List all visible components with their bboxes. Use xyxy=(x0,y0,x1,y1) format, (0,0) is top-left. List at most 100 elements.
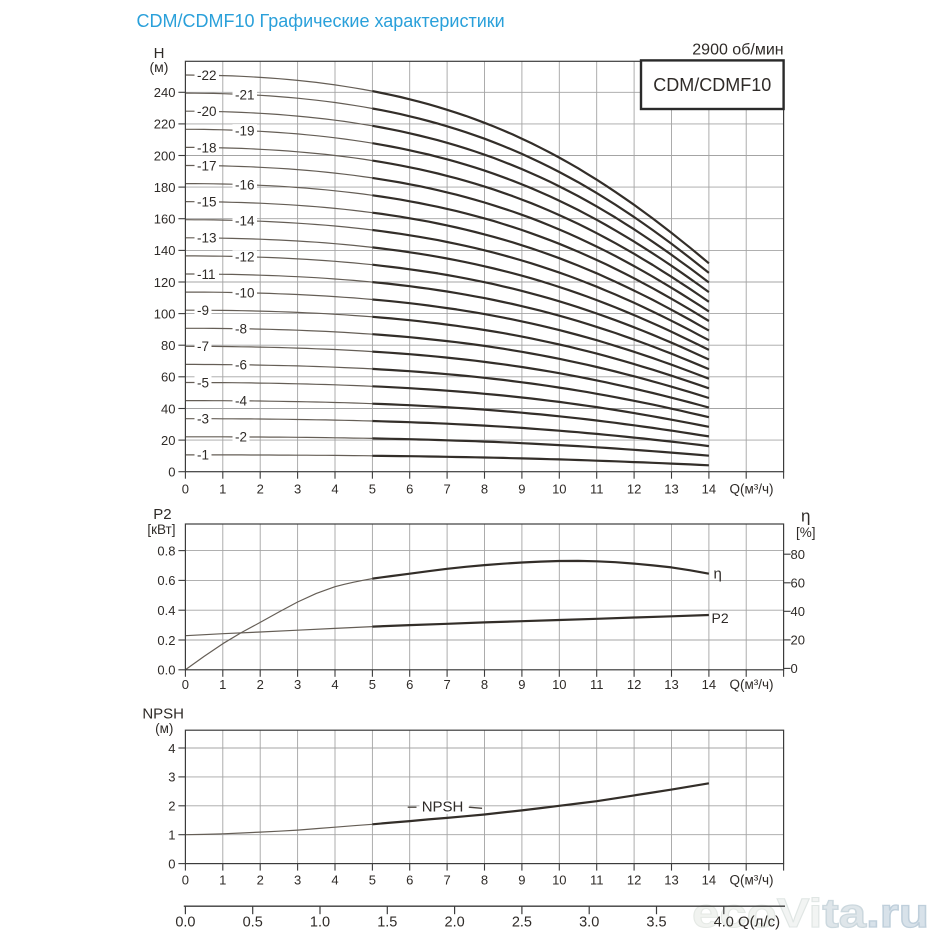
svg-text:(м): (м) xyxy=(150,59,169,75)
svg-text:[%]: [%] xyxy=(796,525,816,540)
svg-text:CDM/CDMF10 Графические характе: CDM/CDMF10 Графические характеристики xyxy=(137,11,505,31)
svg-text:9: 9 xyxy=(518,481,525,496)
svg-text:6: 6 xyxy=(406,873,413,888)
svg-text:2: 2 xyxy=(257,481,264,496)
svg-text:4.0: 4.0 xyxy=(714,915,734,931)
svg-text:-14: -14 xyxy=(235,214,255,229)
svg-text:5: 5 xyxy=(369,873,376,888)
svg-text:3: 3 xyxy=(168,770,175,785)
svg-text:12: 12 xyxy=(627,481,641,496)
svg-text:0.6: 0.6 xyxy=(157,573,175,588)
svg-text:-21: -21 xyxy=(235,87,255,102)
svg-text:-13: -13 xyxy=(197,231,217,246)
svg-text:0: 0 xyxy=(182,481,189,496)
svg-text:200: 200 xyxy=(154,148,176,163)
svg-text:12: 12 xyxy=(627,677,641,692)
svg-text:13: 13 xyxy=(664,873,678,888)
svg-text:1.0: 1.0 xyxy=(310,915,330,931)
svg-text:10: 10 xyxy=(552,481,566,496)
svg-text:14: 14 xyxy=(702,873,716,888)
svg-text:-11: -11 xyxy=(197,267,216,282)
svg-text:-4: -4 xyxy=(235,394,247,409)
svg-text:1.5: 1.5 xyxy=(377,915,397,931)
svg-text:-18: -18 xyxy=(197,140,217,155)
svg-text:7: 7 xyxy=(443,873,450,888)
svg-text:0: 0 xyxy=(168,856,175,871)
svg-text:-3: -3 xyxy=(197,412,209,427)
svg-text:-15: -15 xyxy=(197,195,217,210)
svg-text:8: 8 xyxy=(481,873,488,888)
svg-text:8: 8 xyxy=(481,677,488,692)
svg-text:Q(м³/ч): Q(м³/ч) xyxy=(730,873,774,888)
svg-text:160: 160 xyxy=(154,212,176,227)
svg-text:-9: -9 xyxy=(197,303,209,318)
svg-text:(м): (м) xyxy=(155,721,173,736)
svg-text:12: 12 xyxy=(627,873,641,888)
svg-text:CDM/CDMF10: CDM/CDMF10 xyxy=(653,75,771,95)
svg-text:60: 60 xyxy=(791,576,805,591)
svg-text:11: 11 xyxy=(590,481,604,496)
svg-text:-7: -7 xyxy=(197,339,209,354)
svg-text:2: 2 xyxy=(257,873,264,888)
svg-text:Q(м³/ч): Q(м³/ч) xyxy=(730,481,774,496)
svg-text:13: 13 xyxy=(664,677,678,692)
svg-text:-10: -10 xyxy=(235,286,255,301)
svg-text:80: 80 xyxy=(791,547,805,562)
svg-text:0.5: 0.5 xyxy=(243,915,263,931)
svg-text:0: 0 xyxy=(791,661,798,676)
svg-text:9: 9 xyxy=(518,677,525,692)
svg-text:140: 140 xyxy=(154,243,176,258)
svg-text:-20: -20 xyxy=(197,104,217,119)
svg-text:4: 4 xyxy=(331,481,338,496)
svg-text:H: H xyxy=(154,45,165,62)
svg-text:6: 6 xyxy=(406,481,413,496)
svg-text:2.0: 2.0 xyxy=(445,915,465,931)
svg-text:-17: -17 xyxy=(197,158,217,173)
svg-text:3.5: 3.5 xyxy=(646,915,666,931)
svg-text:η: η xyxy=(714,565,722,582)
svg-text:100: 100 xyxy=(154,306,176,321)
svg-text:Q(л/с): Q(л/с) xyxy=(738,914,780,931)
svg-text:-6: -6 xyxy=(235,358,247,373)
svg-text:1: 1 xyxy=(219,873,226,888)
svg-text:80: 80 xyxy=(161,338,175,353)
svg-text:3.0: 3.0 xyxy=(579,915,599,931)
svg-text:5: 5 xyxy=(369,481,376,496)
svg-text:240: 240 xyxy=(154,85,176,100)
svg-text:9: 9 xyxy=(518,873,525,888)
svg-text:14: 14 xyxy=(702,677,716,692)
svg-text:2: 2 xyxy=(257,677,264,692)
svg-text:0.4: 0.4 xyxy=(157,603,175,618)
svg-text:NPSH: NPSH xyxy=(422,799,464,816)
svg-text:7: 7 xyxy=(443,481,450,496)
svg-text:4: 4 xyxy=(331,873,338,888)
svg-text:2.5: 2.5 xyxy=(512,915,532,931)
svg-text:4: 4 xyxy=(331,677,338,692)
svg-text:13: 13 xyxy=(664,481,678,496)
svg-text:Q(м³/ч): Q(м³/ч) xyxy=(730,677,774,692)
svg-text:1: 1 xyxy=(219,481,226,496)
svg-text:-1: -1 xyxy=(197,448,209,463)
svg-text:-2: -2 xyxy=(235,430,247,445)
svg-text:7: 7 xyxy=(443,677,450,692)
svg-text:20: 20 xyxy=(161,433,175,448)
svg-text:0.0: 0.0 xyxy=(157,663,175,678)
svg-text:60: 60 xyxy=(161,370,175,385)
svg-text:40: 40 xyxy=(791,604,805,619)
svg-text:180: 180 xyxy=(154,180,176,195)
svg-text:1: 1 xyxy=(219,677,226,692)
svg-text:11: 11 xyxy=(590,677,604,692)
svg-text:0: 0 xyxy=(168,465,175,480)
svg-text:3: 3 xyxy=(294,481,301,496)
svg-text:-16: -16 xyxy=(235,177,255,192)
svg-text:NPSH: NPSH xyxy=(142,705,184,722)
svg-text:8: 8 xyxy=(481,481,488,496)
svg-text:10: 10 xyxy=(552,873,566,888)
svg-text:2900 об/мин: 2900 об/мин xyxy=(692,42,783,59)
svg-text:6: 6 xyxy=(406,677,413,692)
svg-text:P2: P2 xyxy=(153,506,171,523)
svg-text:220: 220 xyxy=(154,117,176,132)
svg-text:0: 0 xyxy=(182,873,189,888)
svg-text:3: 3 xyxy=(294,873,301,888)
